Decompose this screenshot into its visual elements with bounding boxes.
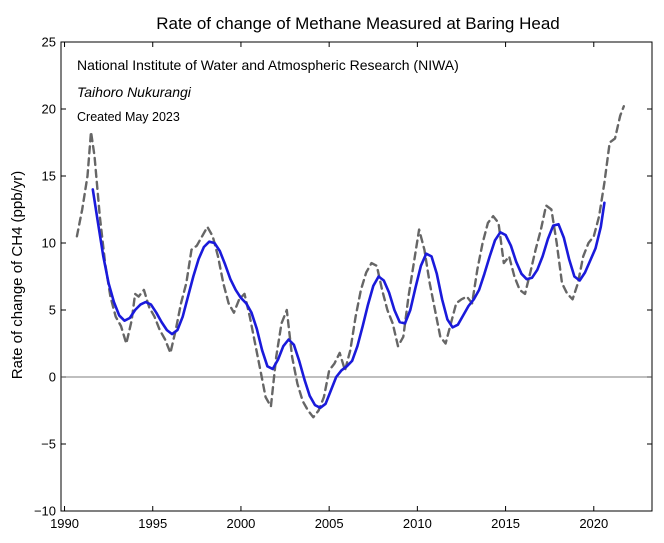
- plot-frame: [60, 41, 653, 512]
- y-tick-label: −10: [34, 504, 56, 519]
- x-tick-label: 2020: [579, 516, 608, 531]
- y-axis-label: Rate of change of CH4 (ppb/yr): [9, 171, 26, 379]
- y-tick-label: 20: [42, 102, 56, 117]
- annotation-taihoro: Taihoro Nukurangi: [77, 84, 192, 100]
- plot-border: [60, 41, 653, 512]
- x-tick-label: 2005: [315, 516, 344, 531]
- annotation-created: Created May 2023: [77, 110, 180, 124]
- y-tick-label: 25: [42, 35, 56, 50]
- x-tick-label: 1990: [50, 516, 79, 531]
- y-tick-label: 15: [42, 169, 56, 184]
- x-tick-label: 2000: [226, 516, 255, 531]
- annotation-niwa: National Institute of Water and Atmosphe…: [77, 57, 459, 73]
- x-axis: 1990 1995 2000 2005 2010 2015 2020: [50, 42, 608, 531]
- x-tick-label: 2010: [403, 516, 432, 531]
- series-line-monthly-dashed: [75, 105, 625, 419]
- x-tick-label: 1995: [138, 516, 167, 531]
- series-line-smoothed: [91, 188, 606, 410]
- chart-title: Rate of change of Methane Measured at Ba…: [156, 14, 560, 33]
- y-tick-label: 10: [42, 236, 56, 251]
- y-tick-label: 5: [49, 303, 56, 318]
- y-tick-label: 0: [49, 370, 56, 385]
- x-tick-label: 2015: [491, 516, 520, 531]
- y-axis: −10 −5 0 5 10 15 20 25: [34, 35, 652, 519]
- series-group: [75, 105, 625, 419]
- y-tick-label: −5: [41, 437, 56, 452]
